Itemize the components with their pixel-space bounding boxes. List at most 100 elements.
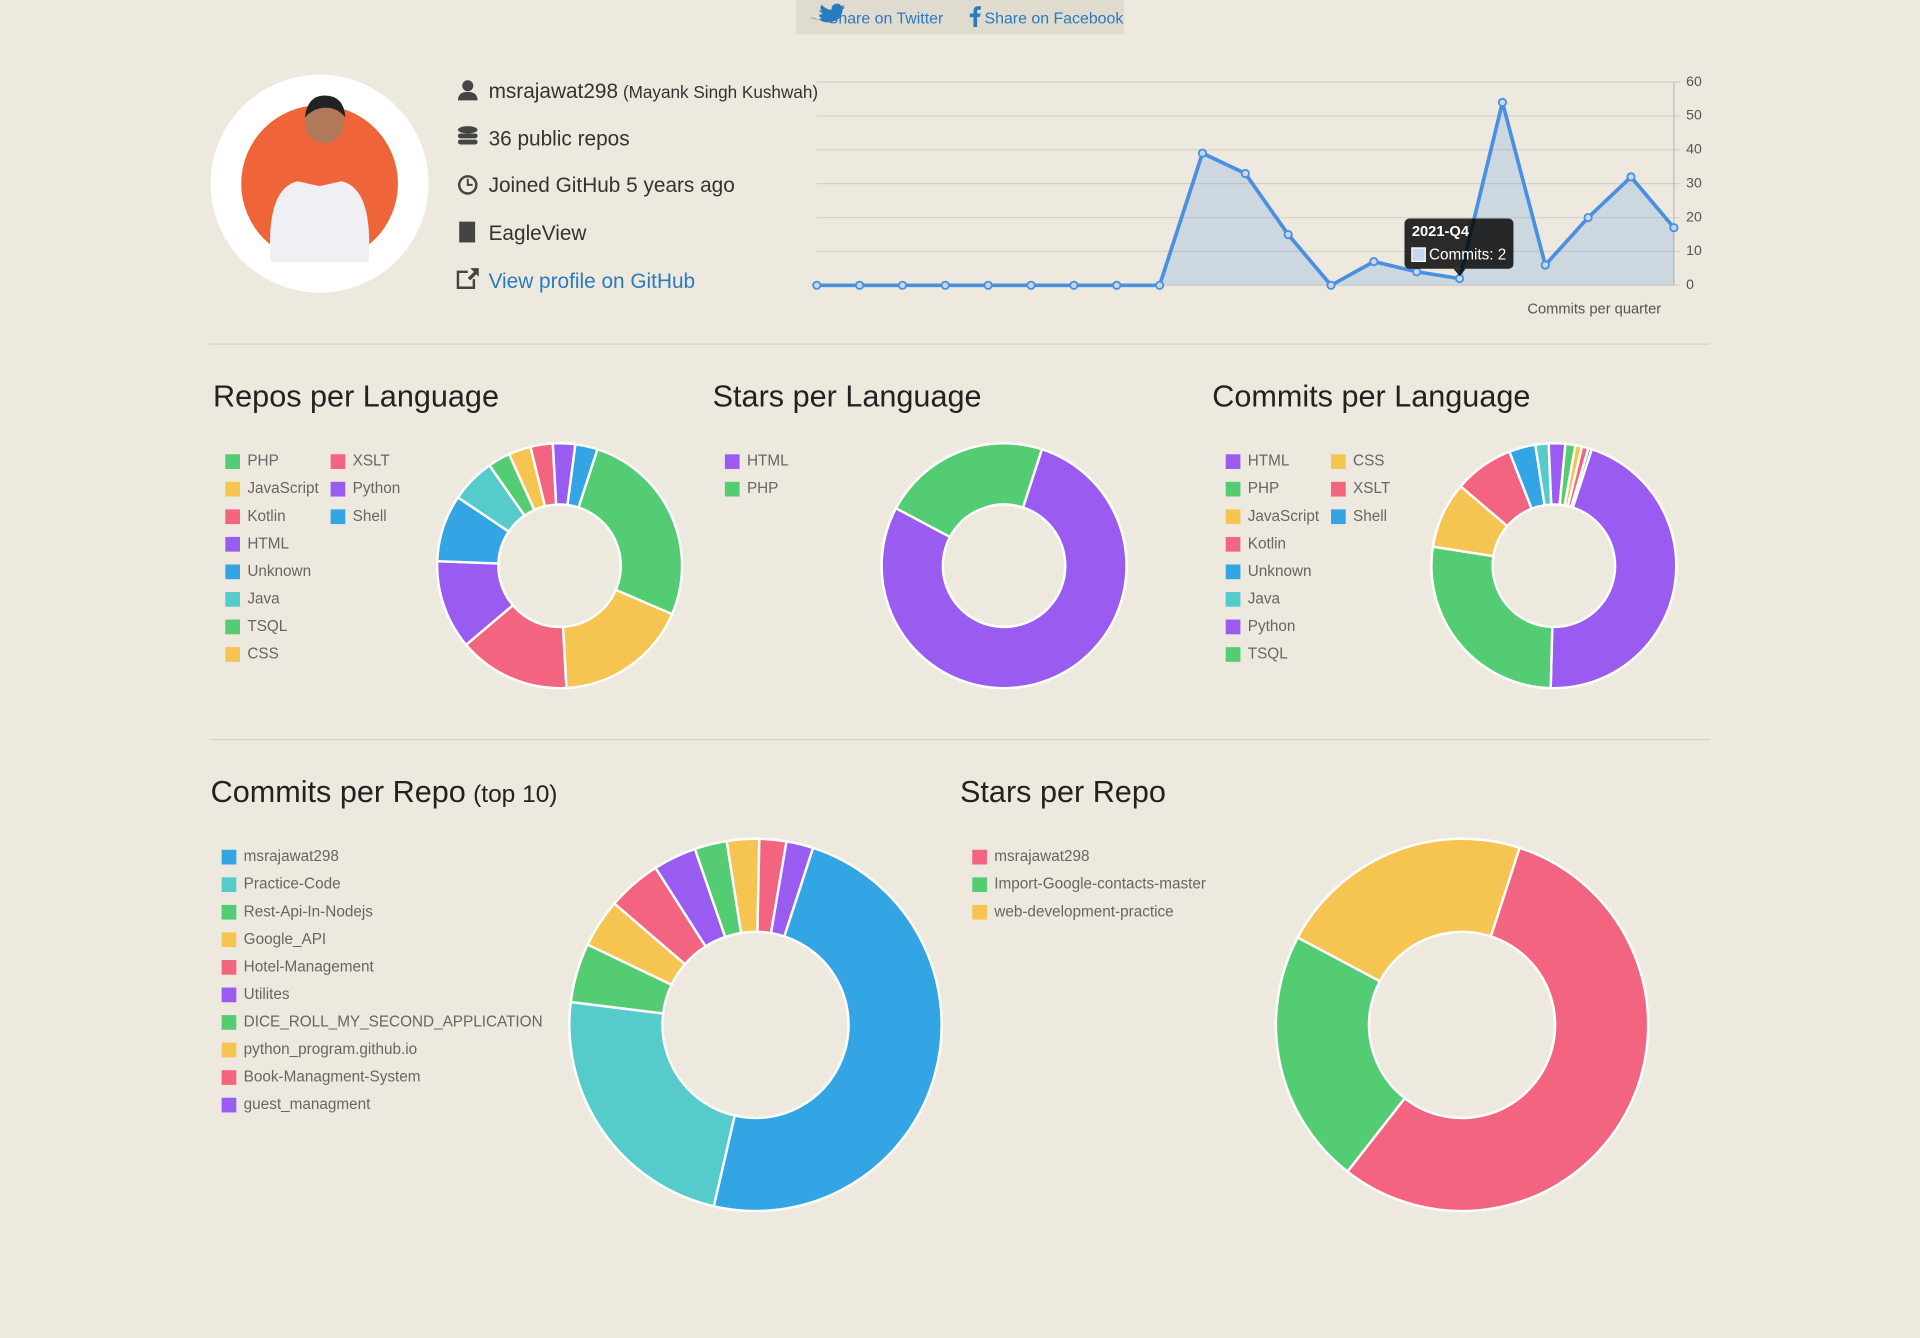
y-tick-label: 30 bbox=[1686, 174, 1702, 190]
legend-swatch[interactable] bbox=[724, 454, 740, 469]
legend-label[interactable]: Python bbox=[353, 480, 401, 497]
legend-label[interactable]: Shell bbox=[1353, 508, 1387, 525]
legend-swatch[interactable] bbox=[330, 509, 346, 525]
doughnut-segment bbox=[712, 846, 943, 1213]
legend-swatch[interactable] bbox=[225, 454, 240, 469]
legend-label[interactable]: guest_managment bbox=[244, 1096, 371, 1113]
legend-label[interactable]: CSS bbox=[1353, 453, 1384, 470]
legend-swatch[interactable] bbox=[225, 647, 240, 662]
legend-swatch[interactable] bbox=[221, 904, 237, 920]
legend-label[interactable]: HTML bbox=[1248, 453, 1290, 470]
legend-swatch[interactable] bbox=[1331, 481, 1346, 497]
legend-label[interactable]: Google_API bbox=[244, 931, 327, 948]
legend-swatch[interactable] bbox=[972, 877, 987, 893]
legend-label[interactable]: python_program.github.io bbox=[244, 1041, 417, 1058]
legend-label[interactable]: Unknown bbox=[1248, 563, 1312, 580]
full-name: (Mayank Singh Kushwah) bbox=[623, 82, 818, 102]
legend-swatch[interactable] bbox=[972, 904, 987, 920]
doughnut-segment bbox=[576, 447, 684, 616]
point bbox=[1669, 223, 1679, 233]
chart-title: Commits per Repo (top 10) bbox=[211, 775, 558, 809]
building-icon bbox=[459, 221, 476, 243]
legend-swatch[interactable] bbox=[1225, 509, 1241, 525]
legend-swatch[interactable] bbox=[1225, 536, 1241, 552]
legend-label[interactable]: PHP bbox=[247, 453, 278, 470]
legend-label[interactable]: HTML bbox=[247, 535, 289, 552]
legend-label[interactable]: JavaScript bbox=[247, 480, 319, 497]
external-link-icon bbox=[456, 268, 479, 289]
legend-swatch[interactable] bbox=[221, 960, 237, 975]
info-icons bbox=[456, 80, 479, 289]
legend-label[interactable]: TSQL bbox=[247, 618, 287, 635]
legend-swatch[interactable] bbox=[1225, 564, 1241, 580]
legend-label[interactable]: Hotel-Management bbox=[244, 958, 375, 975]
legend-swatch[interactable] bbox=[1225, 592, 1241, 607]
point bbox=[1369, 257, 1379, 267]
legend-swatch[interactable] bbox=[1225, 619, 1241, 635]
y-tick-label: 50 bbox=[1686, 107, 1702, 123]
legend-label[interactable]: Unknown bbox=[247, 563, 311, 580]
legend-label[interactable]: Shell bbox=[353, 508, 387, 525]
legend-label[interactable]: XSLT bbox=[1353, 480, 1390, 497]
legend-swatch[interactable] bbox=[330, 481, 346, 497]
legend-swatch[interactable] bbox=[225, 509, 240, 525]
joined: Joined GitHub 5 years ago bbox=[489, 174, 735, 197]
legend-swatch[interactable] bbox=[1331, 509, 1346, 525]
legend-swatch[interactable] bbox=[221, 877, 237, 893]
y-tick-label: 20 bbox=[1686, 208, 1702, 224]
legend-swatch[interactable] bbox=[1225, 647, 1241, 662]
legend-swatch[interactable] bbox=[225, 592, 240, 607]
facebook-icon bbox=[969, 6, 981, 27]
legend-swatch[interactable] bbox=[221, 987, 237, 1003]
username: msrajawat298 bbox=[489, 80, 618, 103]
legend-label[interactable]: Kotlin bbox=[247, 508, 285, 525]
legend-label[interactable]: Java bbox=[1248, 590, 1281, 607]
legend-swatch[interactable] bbox=[1225, 454, 1241, 469]
legend-label[interactable]: Kotlin bbox=[1248, 535, 1286, 552]
legend-swatch[interactable] bbox=[221, 1015, 237, 1030]
legend-swatch[interactable] bbox=[225, 481, 240, 497]
legend-label[interactable]: CSS bbox=[247, 646, 278, 663]
legend-label[interactable]: PHP bbox=[747, 480, 778, 497]
legend-label[interactable]: Rest-Api-In-Nodejs bbox=[244, 903, 374, 920]
legend-label[interactable]: Practice-Code bbox=[244, 876, 341, 893]
legend-swatch[interactable] bbox=[221, 1097, 237, 1113]
legend-swatch[interactable] bbox=[221, 849, 237, 865]
legend-label[interactable]: DICE_ROLL_MY_SECOND_APPLICATION bbox=[244, 1013, 543, 1030]
chart-title: Commits per Language bbox=[1212, 380, 1530, 414]
legend-swatch[interactable] bbox=[972, 849, 987, 865]
legend-label[interactable]: Python bbox=[1248, 618, 1296, 635]
legend-swatch[interactable] bbox=[221, 932, 237, 948]
legend-swatch[interactable] bbox=[225, 619, 240, 635]
legend-swatch[interactable] bbox=[1331, 454, 1346, 469]
legend-label[interactable]: Java bbox=[247, 590, 280, 607]
legend-label[interactable]: TSQL bbox=[1248, 646, 1288, 663]
legend-swatch[interactable] bbox=[225, 564, 240, 580]
point bbox=[1540, 260, 1550, 270]
chart-title: Commits per Language bbox=[1212, 380, 1530, 414]
legend-swatch[interactable] bbox=[330, 454, 346, 469]
legend-label[interactable]: msrajawat298 bbox=[994, 848, 1089, 865]
legend-label[interactable]: Utilites bbox=[244, 986, 290, 1003]
legend-swatch[interactable] bbox=[225, 536, 240, 552]
legend-label[interactable]: Book-Managment-System bbox=[244, 1069, 421, 1086]
share-twitter[interactable]: Share on Twitter bbox=[828, 10, 944, 27]
username: msrajawat298 (Mayank Singh Kushwah) bbox=[489, 80, 819, 103]
profile-link[interactable]: View profile on GitHub bbox=[489, 270, 696, 293]
legend-swatch[interactable] bbox=[1225, 481, 1241, 497]
legend-label[interactable]: XSLT bbox=[353, 453, 390, 470]
legend-label[interactable]: web-development-practice bbox=[993, 903, 1173, 920]
repo-icon bbox=[457, 133, 478, 139]
legend-swatch[interactable] bbox=[221, 1070, 237, 1085]
point bbox=[1583, 212, 1593, 223]
legend-label[interactable]: HTML bbox=[747, 453, 789, 470]
legend-label[interactable]: Import-Google-contacts-master bbox=[994, 876, 1206, 893]
legend-label[interactable]: msrajawat298 bbox=[244, 848, 339, 865]
legend-label[interactable]: JavaScript bbox=[1248, 508, 1320, 525]
legend-swatch[interactable] bbox=[221, 1042, 237, 1058]
share-facebook[interactable]: Share on Facebook bbox=[984, 10, 1123, 27]
legend-label[interactable]: PHP bbox=[1248, 480, 1279, 497]
point bbox=[897, 280, 908, 290]
legend-swatch[interactable] bbox=[724, 481, 740, 497]
